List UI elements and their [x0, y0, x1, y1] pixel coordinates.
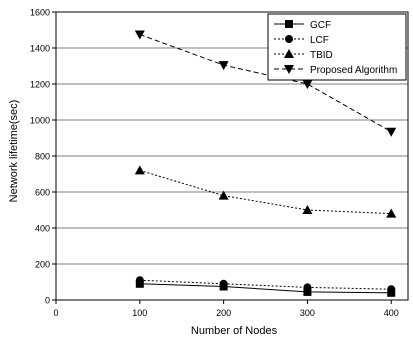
- y-axis-label: Network lifetime(sec): [8, 100, 20, 203]
- legend-item: TBID: [274, 49, 333, 61]
- legend-label: Proposed Algorithm: [310, 65, 397, 76]
- x-tick-label: 200: [216, 308, 231, 318]
- legend-marker: [284, 49, 294, 58]
- data-point: [387, 285, 396, 294]
- axes: 0 200 400 600 800 1000 1200 1400 1600 0 100 200 300 4…: [30, 8, 409, 318]
- data-point: [219, 279, 228, 288]
- x-tick-label: 0: [53, 308, 58, 318]
- series-line: [139, 34, 392, 133]
- legend-marker: [285, 35, 293, 43]
- legend-item: GCF: [274, 20, 331, 31]
- series-tbid: [134, 165, 397, 218]
- y-tick-label: 400: [35, 224, 50, 234]
- legend-label: LCF: [310, 35, 329, 46]
- data-point: [134, 30, 145, 40]
- y-tick-label: 1000: [30, 116, 50, 126]
- gridlines: [56, 47, 408, 265]
- y-tick-label: 1400: [30, 44, 50, 54]
- data-point: [218, 190, 229, 200]
- legend-label: TBID: [310, 50, 333, 61]
- y-tick-label: 200: [35, 260, 50, 270]
- y-tick-label: 1200: [30, 80, 50, 90]
- data-point: [303, 283, 312, 292]
- data-point: [386, 208, 397, 218]
- legend-label: GCF: [310, 20, 331, 31]
- y-tick-label: 0: [45, 296, 50, 306]
- data-point: [303, 287, 312, 296]
- y-tick-label: 600: [35, 188, 50, 198]
- data-point: [386, 127, 397, 137]
- series-line: [139, 283, 392, 294]
- legend: GCF LCF TBID Proposed Algorithm: [267, 13, 407, 81]
- x-tick-label: 100: [132, 308, 147, 318]
- y-tick-label: 800: [35, 152, 50, 162]
- legend-marker: [285, 20, 293, 28]
- legend-item: LCF: [274, 35, 329, 46]
- data-point: [135, 276, 144, 285]
- legend-marker: [284, 65, 294, 74]
- data-point: [302, 80, 313, 89]
- series-layer: [134, 30, 397, 297]
- x-axis-label: Number of Nodes: [191, 325, 278, 337]
- legend-item: Proposed Algorithm: [274, 65, 397, 76]
- series-proposed-algorithm: [134, 30, 397, 137]
- y-tick-label: 1600: [30, 8, 50, 18]
- data-point: [302, 205, 313, 214]
- series-lcf: [135, 276, 396, 294]
- x-tick-label: 300: [300, 308, 315, 318]
- x-tick-label: 400: [384, 308, 399, 318]
- series-line: [139, 279, 392, 290]
- data-point: [134, 165, 145, 175]
- data-point: [218, 61, 229, 71]
